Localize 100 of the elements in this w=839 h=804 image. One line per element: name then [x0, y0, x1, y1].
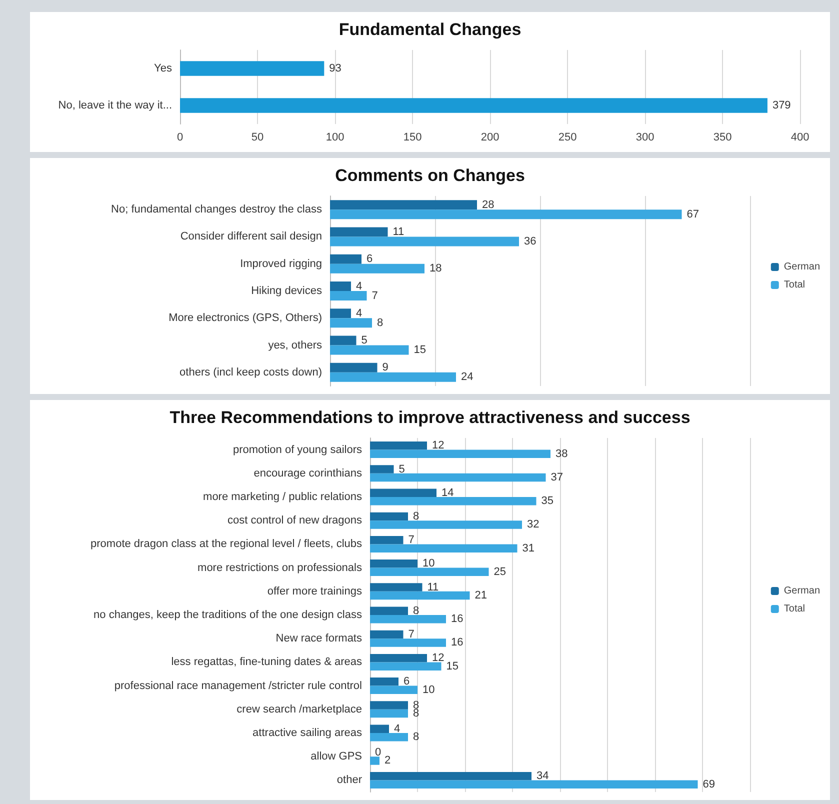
data-label: 2 [384, 754, 391, 767]
chart-title: Fundamental Changes [338, 20, 522, 39]
bar [370, 591, 470, 600]
y-tick-label: Consider different sail design [180, 230, 322, 243]
data-label: 69 [702, 778, 715, 790]
y-tick-label: New race formats [276, 632, 362, 645]
legend-label: Total [784, 604, 805, 614]
x-tick-label: 350 [713, 132, 732, 144]
data-label: 14 [442, 486, 454, 499]
y-tick-label: no changes, keep the traditions of the one design class [94, 609, 362, 621]
legend-label: German [784, 262, 820, 272]
y-tick-label: others (incl keep costs down) [180, 366, 322, 378]
bar [370, 450, 550, 458]
data-label: 25 [494, 566, 506, 578]
bar [330, 227, 388, 237]
bar [370, 512, 408, 521]
bar [370, 630, 404, 639]
bar [370, 488, 436, 497]
bar [370, 560, 418, 568]
data-label: 7 [408, 534, 414, 546]
bar [330, 282, 351, 291]
data-label: 8 [413, 604, 420, 617]
y-tick-label: allow GPS [310, 750, 362, 763]
data-label: 5 [398, 463, 405, 476]
chart-title: Comments on Changes [335, 166, 525, 185]
bar [330, 264, 424, 274]
y-tick-label: yes, others [268, 339, 322, 352]
data-label: 38 [556, 448, 568, 460]
bar [370, 724, 389, 733]
y-tick-label: Yes [154, 62, 172, 74]
data-label: 28 [482, 198, 494, 211]
bar [370, 465, 394, 474]
bar [370, 442, 427, 450]
data-label: 37 [550, 472, 563, 484]
legend-label: Total [784, 280, 805, 290]
bar [370, 568, 489, 576]
y-tick-label: cost control of new dragons [227, 514, 362, 527]
y-tick-label: promotion of young sailors [232, 444, 362, 456]
x-tick-label: 400 [790, 132, 810, 144]
bar [370, 583, 422, 592]
bar [370, 686, 418, 694]
data-label: 16 [451, 636, 464, 649]
data-label: 10 [422, 558, 435, 570]
y-tick-label: attractive sailing areas [252, 727, 362, 739]
data-label: 4 [356, 280, 362, 292]
data-label: 8 [413, 731, 420, 744]
y-tick-label: promote dragon class at the regional level / fleets, clubs [90, 538, 362, 550]
bar [370, 615, 446, 624]
data-label: 12 [432, 652, 444, 664]
y-tick-label: No, leave it the way it... [58, 100, 172, 112]
y-tick-label: less regattas, fine-tuning dates & areas [171, 656, 362, 668]
bar [330, 362, 378, 372]
data-label: 9 [382, 362, 388, 374]
y-tick-label: other [336, 774, 362, 786]
bar [330, 200, 477, 210]
data-label: 6 [366, 253, 373, 266]
data-label: 15 [414, 344, 426, 356]
bar [370, 733, 408, 742]
data-label: 6 [404, 676, 410, 688]
bar [330, 210, 682, 220]
data-label: 11 [427, 581, 439, 594]
bar [330, 372, 456, 382]
x-tick-label: 150 [403, 132, 422, 144]
bar [330, 291, 367, 300]
data-label: 379 [772, 100, 791, 112]
data-label: 16 [451, 613, 464, 626]
y-tick-label: Hiking devices [251, 285, 322, 297]
x-tick-label: 100 [326, 132, 344, 144]
data-label: 18 [430, 262, 442, 275]
data-label: 8 [413, 708, 420, 720]
x-tick-label: 250 [558, 132, 577, 144]
data-label: 32 [527, 518, 540, 531]
bar [370, 701, 408, 710]
y-tick-label: more marketing / public relations [203, 491, 362, 503]
bar [370, 654, 427, 662]
data-label: 15 [446, 660, 458, 672]
bar [370, 520, 522, 529]
bar [370, 772, 532, 780]
data-label: 36 [524, 235, 536, 248]
bar [370, 709, 408, 718]
data-label: 4 [394, 722, 400, 735]
data-label: 7 [372, 290, 378, 302]
bar [370, 536, 404, 544]
bar [370, 544, 518, 552]
bar [370, 497, 536, 506]
y-tick-label: crew search /marketplace [236, 703, 362, 716]
y-tick-label: more restrictions on professionals [198, 562, 362, 574]
bar [330, 236, 519, 246]
y-tick-label: encourage corinthians [254, 467, 362, 480]
data-label: 8 [377, 316, 384, 329]
x-tick-label: 200 [480, 132, 500, 144]
y-tick-label: professional race management /stricter rule control [114, 680, 362, 692]
y-tick-label: offer more trainings [267, 585, 362, 598]
data-label: 7 [408, 628, 414, 640]
y-tick-label: More electronics (GPS, Others) [168, 312, 322, 324]
bar [370, 473, 546, 482]
legend-label: German [784, 586, 820, 596]
bar [370, 678, 398, 686]
bar [370, 638, 446, 647]
bar [370, 662, 442, 670]
